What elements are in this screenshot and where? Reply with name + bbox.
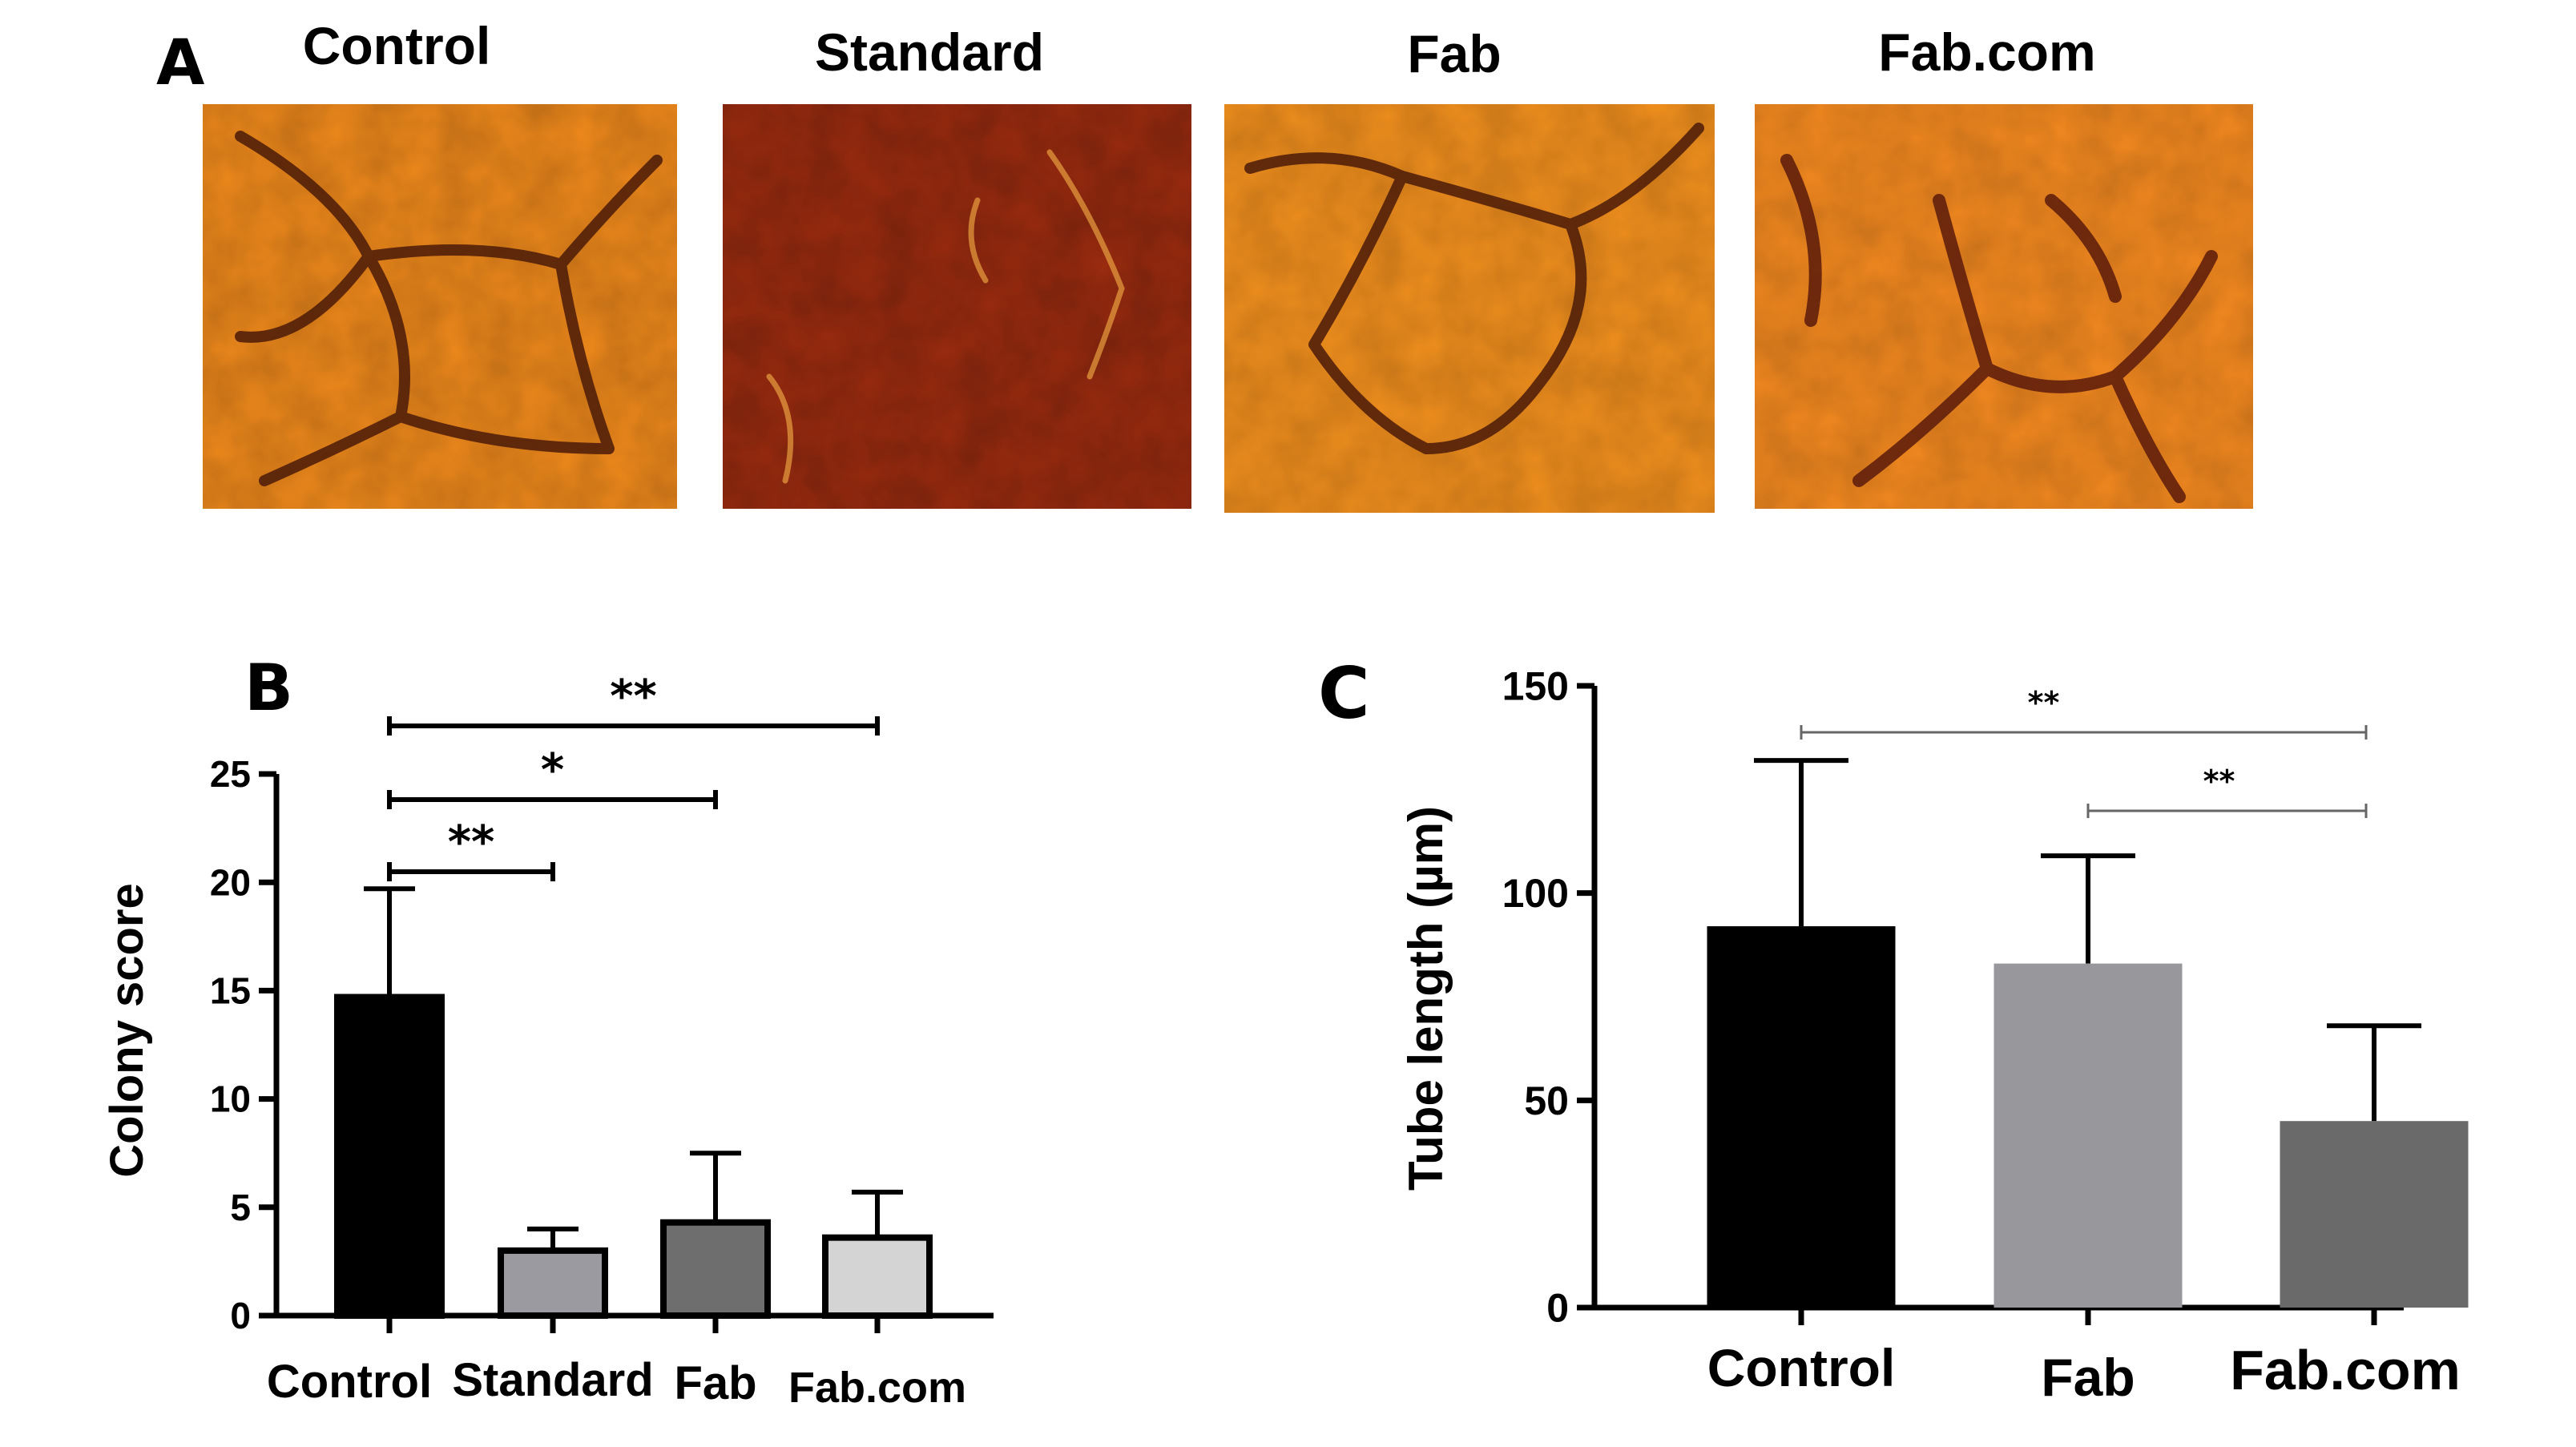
micrograph-standard: Standard bbox=[723, 22, 1191, 509]
y-axis-label: Colony score bbox=[101, 883, 153, 1177]
micrograph-fab: Fab bbox=[1224, 24, 1715, 513]
significance-label: ** bbox=[448, 816, 495, 869]
y-tick-label: 150 bbox=[1502, 664, 1569, 709]
y-tick-label: 15 bbox=[210, 970, 251, 1012]
chart-b: B Colony score 0 5 10 15 20 25 Control Standard… bbox=[101, 651, 994, 1412]
cell-network bbox=[1780, 154, 2218, 503]
micrograph-label-fab: Fab bbox=[1407, 24, 1501, 83]
bar bbox=[822, 1234, 933, 1320]
y-tick-label: 50 bbox=[1524, 1078, 1569, 1123]
y-tick-label: 10 bbox=[210, 1078, 251, 1120]
chart-c: C Tube length (µm) 0 50 100 150 Control Fab Fa… bbox=[1318, 652, 2469, 1407]
x-category-label: Control bbox=[267, 1356, 432, 1408]
micrograph-label-standard: Standard bbox=[815, 22, 1044, 82]
bar bbox=[660, 1219, 771, 1320]
cell-network bbox=[1244, 123, 1704, 454]
y-tick-label: 5 bbox=[230, 1187, 251, 1228]
micrograph-label-fab-com: Fab.com bbox=[1878, 22, 2095, 82]
x-category-label: Standard bbox=[452, 1354, 653, 1406]
panel-a: A Control Standard Fab Fab.com bbox=[156, 16, 2253, 513]
x-category-label: Fab.com bbox=[788, 1364, 966, 1412]
bar bbox=[2280, 1121, 2469, 1308]
y-tick-label: 100 bbox=[1502, 871, 1569, 916]
significance-label: * bbox=[541, 744, 564, 796]
micrograph-fab-com: Fab.com bbox=[1755, 22, 2253, 509]
panel-b-letter: B bbox=[244, 651, 293, 725]
cell-network bbox=[235, 131, 663, 486]
bar bbox=[1707, 926, 1896, 1308]
x-category-label: Fab bbox=[674, 1357, 756, 1409]
panel-c-letter: C bbox=[1318, 652, 1370, 735]
micrograph-control: Control bbox=[203, 16, 677, 509]
y-tick-label: 0 bbox=[1546, 1286, 1569, 1331]
significance-label: ** bbox=[2203, 764, 2235, 799]
significance-label: ** bbox=[610, 671, 657, 723]
bar bbox=[498, 1247, 608, 1320]
bar bbox=[334, 994, 445, 1320]
bar bbox=[1993, 963, 2183, 1308]
y-tick-label: 0 bbox=[230, 1295, 251, 1336]
x-category-label: Control bbox=[1707, 1338, 1896, 1397]
micrograph-label-control: Control bbox=[303, 16, 491, 75]
significance-label: ** bbox=[2028, 685, 2060, 720]
y-axis-label: Tube length (µm) bbox=[1399, 806, 1453, 1191]
x-category-label: Fab.com bbox=[2230, 1339, 2461, 1401]
y-tick-label: 20 bbox=[210, 861, 251, 903]
panel-a-letter: A bbox=[156, 27, 204, 99]
cell-network bbox=[766, 149, 1125, 484]
y-tick-label: 25 bbox=[210, 753, 251, 795]
x-category-label: Fab bbox=[2041, 1348, 2135, 1407]
